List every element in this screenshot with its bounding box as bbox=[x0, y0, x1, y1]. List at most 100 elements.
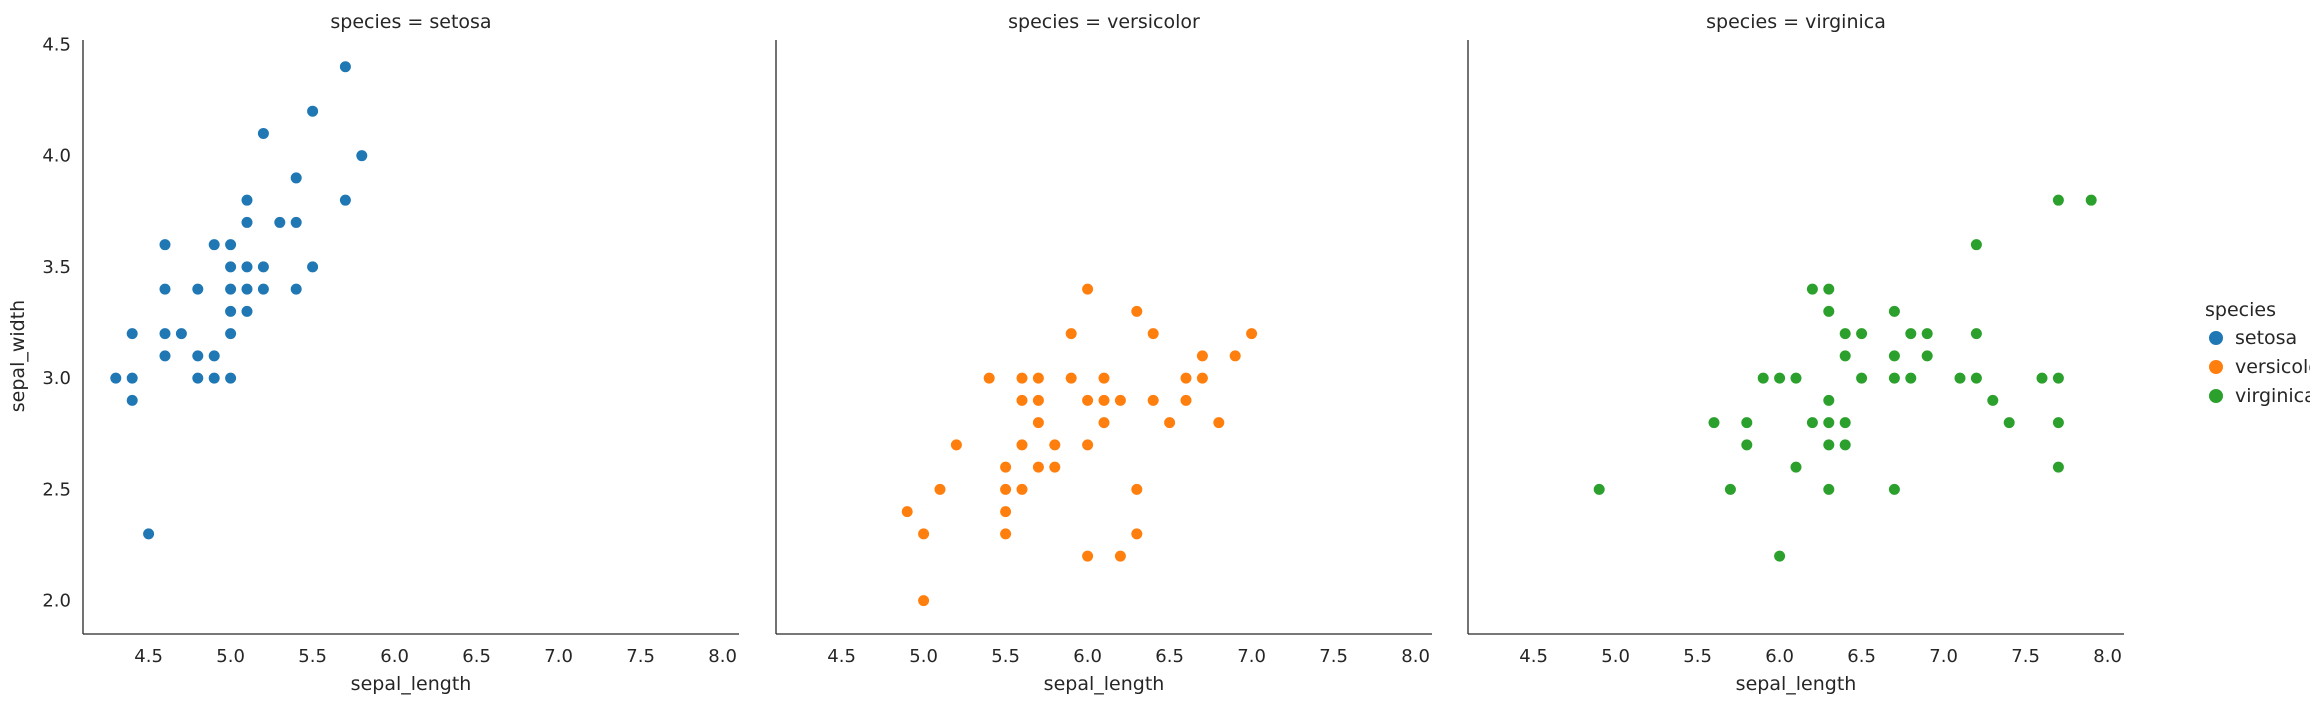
data-point bbox=[1904, 371, 1918, 385]
data-point bbox=[158, 238, 172, 252]
data-point bbox=[1838, 327, 1852, 341]
x-axis-label: sepal_length bbox=[1736, 673, 1857, 695]
data-point bbox=[2035, 371, 2049, 385]
data-point bbox=[1822, 438, 1836, 452]
data-point bbox=[1212, 416, 1226, 430]
data-point bbox=[207, 371, 221, 385]
data-point bbox=[1064, 371, 1078, 385]
data-point bbox=[1081, 282, 1095, 296]
data-point bbox=[355, 149, 369, 163]
data-point bbox=[2084, 193, 2098, 207]
data-point bbox=[1822, 416, 1836, 430]
data-point bbox=[1179, 371, 1193, 385]
data-point bbox=[1097, 416, 1111, 430]
y-axis-label: sepal_width bbox=[7, 300, 29, 412]
data-point bbox=[1031, 416, 1045, 430]
data-point bbox=[1740, 438, 1754, 452]
x-tick-label: 6.0 bbox=[1765, 646, 1794, 667]
data-point bbox=[109, 371, 123, 385]
legend-label: setosa bbox=[2235, 327, 2297, 349]
data-point bbox=[1805, 282, 1819, 296]
data-point bbox=[917, 594, 931, 608]
panel-title: species = virginica bbox=[1706, 11, 1886, 33]
data-point bbox=[1064, 327, 1078, 341]
data-point bbox=[1773, 371, 1787, 385]
x-tick-label: 7.0 bbox=[1929, 646, 1958, 667]
x-tick-label: 4.5 bbox=[827, 646, 856, 667]
y-tick-label: 3.0 bbox=[42, 368, 71, 389]
data-point bbox=[1195, 349, 1209, 363]
data-point bbox=[1855, 327, 1869, 341]
data-point bbox=[1969, 371, 1983, 385]
x-tick-label: 6.5 bbox=[1155, 646, 1184, 667]
x-tick-label: 7.5 bbox=[626, 646, 655, 667]
data-point bbox=[1904, 327, 1918, 341]
x-tick-label: 5.5 bbox=[1683, 646, 1712, 667]
data-point bbox=[1822, 482, 1836, 496]
data-point bbox=[1015, 371, 1029, 385]
data-point bbox=[224, 260, 238, 274]
data-point bbox=[1920, 327, 1934, 341]
data-point bbox=[1015, 438, 1029, 452]
data-point bbox=[1015, 482, 1029, 496]
data-point bbox=[1130, 527, 1144, 541]
data-point bbox=[1130, 482, 1144, 496]
data-point bbox=[999, 460, 1013, 474]
legend-title: species bbox=[2205, 299, 2276, 321]
data-point bbox=[999, 482, 1013, 496]
data-point bbox=[289, 171, 303, 185]
data-point bbox=[1130, 304, 1144, 318]
data-point bbox=[338, 60, 352, 74]
data-point bbox=[2051, 460, 2065, 474]
data-point bbox=[224, 238, 238, 252]
data-point bbox=[256, 260, 270, 274]
x-tick-label: 7.5 bbox=[1319, 646, 1348, 667]
data-point bbox=[1113, 549, 1127, 563]
data-point bbox=[1163, 416, 1177, 430]
x-tick-label: 7.0 bbox=[544, 646, 573, 667]
data-point bbox=[1756, 371, 1770, 385]
x-tick-label: 6.5 bbox=[462, 646, 491, 667]
x-tick-label: 7.0 bbox=[1237, 646, 1266, 667]
data-point bbox=[1986, 393, 2000, 407]
data-point bbox=[224, 327, 238, 341]
data-point bbox=[1245, 327, 1259, 341]
data-point bbox=[1920, 349, 1934, 363]
y-tick-label: 2.0 bbox=[42, 591, 71, 612]
x-tick-label: 5.0 bbox=[216, 646, 245, 667]
x-tick-label: 5.5 bbox=[298, 646, 327, 667]
x-tick-label: 8.0 bbox=[1401, 646, 1430, 667]
x-tick-label: 8.0 bbox=[2093, 646, 2122, 667]
data-point bbox=[1887, 349, 1901, 363]
data-point bbox=[224, 304, 238, 318]
data-point bbox=[2002, 416, 2016, 430]
data-point bbox=[338, 193, 352, 207]
data-point bbox=[933, 482, 947, 496]
data-point bbox=[306, 260, 320, 274]
data-point bbox=[1031, 460, 1045, 474]
data-point bbox=[1081, 393, 1095, 407]
data-point bbox=[1097, 371, 1111, 385]
data-point bbox=[256, 282, 270, 296]
data-point bbox=[1855, 371, 1869, 385]
data-point bbox=[306, 104, 320, 118]
y-tick-label: 4.5 bbox=[42, 34, 71, 55]
data-point bbox=[191, 371, 205, 385]
data-point bbox=[158, 282, 172, 296]
data-point bbox=[1048, 460, 1062, 474]
data-point bbox=[1969, 327, 1983, 341]
data-point bbox=[158, 349, 172, 363]
facet-panel-3: species = virginica 4.5 5.0 5.5 6.0 6.5 7.0 7.5… bbox=[1467, 11, 2124, 695]
x-tick-label: 4.5 bbox=[134, 646, 163, 667]
data-point bbox=[1822, 304, 1836, 318]
legend: species setosa versicolor virginica bbox=[2205, 299, 2310, 407]
data-point bbox=[224, 371, 238, 385]
data-point bbox=[1887, 482, 1901, 496]
data-point bbox=[1146, 327, 1160, 341]
data-point bbox=[125, 371, 139, 385]
data-point bbox=[1838, 416, 1852, 430]
data-point bbox=[1887, 371, 1901, 385]
data-point bbox=[240, 193, 254, 207]
panel-title: species = setosa bbox=[330, 11, 491, 33]
